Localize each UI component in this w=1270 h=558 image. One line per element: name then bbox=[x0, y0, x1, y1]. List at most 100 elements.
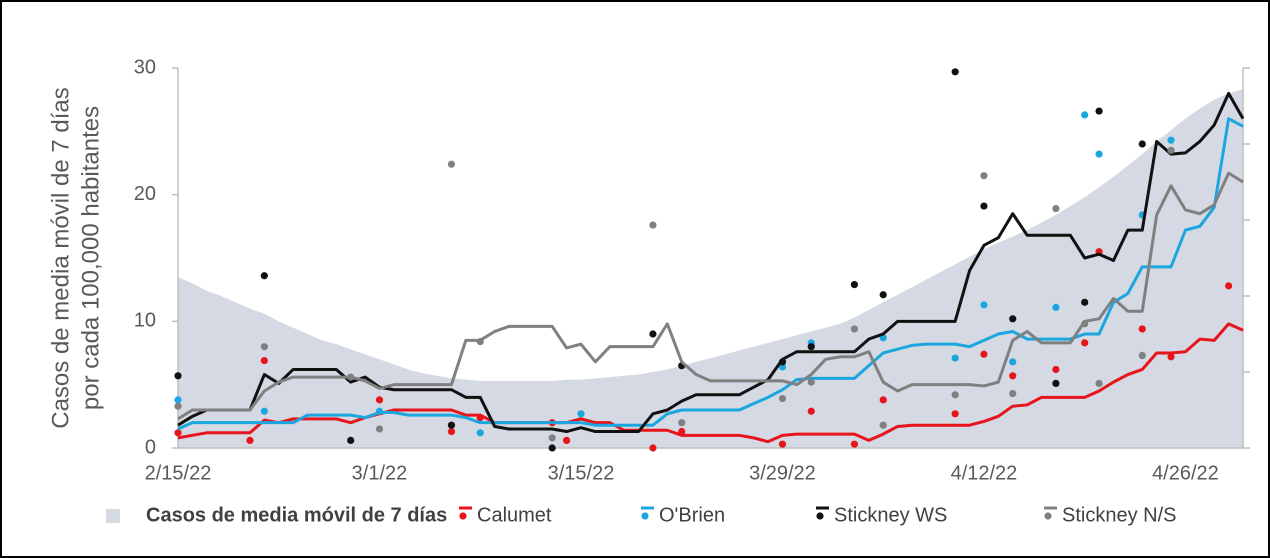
legend-label: O'Brien bbox=[659, 504, 725, 526]
y-tick-label: 30 bbox=[134, 56, 156, 78]
daily-point bbox=[850, 440, 859, 448]
daily-point bbox=[649, 330, 657, 338]
daily-point bbox=[260, 407, 268, 415]
daily-point bbox=[850, 325, 859, 333]
daily-point bbox=[1052, 379, 1060, 387]
daily-point bbox=[879, 291, 887, 299]
series-line bbox=[177, 322, 1244, 444]
y-tick-label: 10 bbox=[134, 310, 156, 332]
daily-point bbox=[577, 410, 585, 418]
daily-point bbox=[1009, 315, 1017, 323]
daily-point bbox=[375, 407, 384, 415]
daily-point bbox=[1095, 107, 1103, 115]
daily-point bbox=[447, 427, 456, 436]
daily-point bbox=[246, 436, 254, 444]
daily-point bbox=[1081, 111, 1089, 119]
daily-point bbox=[476, 429, 484, 437]
y-axis-title-line: por cada 100,000 habitantes bbox=[77, 106, 104, 410]
daily-point bbox=[951, 68, 959, 76]
daily-point bbox=[850, 281, 859, 289]
x-tick-label: 4/26/22 bbox=[1152, 462, 1219, 484]
daily-point bbox=[649, 221, 657, 229]
y-axis-title: Casos de media móvil de 7 días por cada … bbox=[47, 87, 104, 429]
legend-label: Calumet bbox=[477, 504, 552, 526]
daily-point bbox=[879, 421, 887, 429]
daily-point bbox=[1167, 136, 1175, 144]
daily-point bbox=[347, 373, 355, 381]
daily-point bbox=[1167, 353, 1175, 361]
daily-point bbox=[1225, 282, 1233, 290]
daily-point bbox=[1081, 339, 1089, 347]
y-tick-label: 20 bbox=[134, 183, 156, 205]
y-tick-label: 0 bbox=[145, 436, 156, 458]
daily-point bbox=[807, 407, 815, 415]
daily-point bbox=[562, 436, 571, 444]
daily-point bbox=[1081, 298, 1089, 306]
daily-point bbox=[649, 444, 657, 452]
series-line bbox=[177, 171, 1244, 421]
daily-point bbox=[476, 338, 484, 346]
legend-label: Stickney WS bbox=[834, 504, 947, 526]
daily-point bbox=[778, 395, 787, 403]
daily-point bbox=[1095, 150, 1103, 158]
x-tick-label: 4/12/22 bbox=[951, 462, 1018, 484]
daily-point bbox=[174, 396, 182, 404]
legend-dot bbox=[641, 512, 649, 520]
legend-swatch bbox=[106, 509, 120, 523]
daily-point bbox=[807, 378, 815, 386]
daily-point bbox=[980, 172, 988, 180]
daily-point bbox=[951, 410, 959, 418]
daily-point bbox=[678, 427, 686, 436]
daily-point bbox=[1009, 372, 1017, 380]
daily-point bbox=[980, 301, 988, 309]
daily-point bbox=[548, 444, 556, 452]
x-tick-label: 3/15/22 bbox=[548, 462, 615, 484]
daily-point bbox=[1052, 365, 1060, 374]
daily-point bbox=[778, 363, 787, 371]
daily-point bbox=[447, 421, 456, 429]
daily-point bbox=[879, 396, 887, 404]
daily-point bbox=[980, 202, 988, 210]
daily-point bbox=[678, 419, 686, 427]
daily-point bbox=[260, 272, 268, 280]
daily-point bbox=[951, 354, 959, 362]
daily-point bbox=[347, 436, 355, 444]
legend-label: Casos de media móvil de 7 días bbox=[146, 504, 447, 526]
series-line bbox=[177, 91, 1245, 434]
daily-point bbox=[1138, 351, 1146, 360]
daily-point bbox=[778, 440, 787, 448]
daily-point bbox=[1052, 205, 1060, 213]
daily-point bbox=[1009, 358, 1017, 366]
x-tick-label: 2/15/22 bbox=[145, 462, 212, 484]
legend-label: Stickney N/S bbox=[1062, 504, 1176, 526]
daily-point bbox=[980, 350, 988, 358]
daily-point bbox=[807, 343, 815, 351]
daily-point bbox=[1138, 325, 1146, 333]
daily-point bbox=[1081, 320, 1089, 328]
daily-point bbox=[375, 425, 384, 433]
area bbox=[178, 89, 1243, 449]
daily-point bbox=[476, 414, 484, 422]
daily-point bbox=[174, 429, 182, 437]
daily-point bbox=[1052, 303, 1060, 311]
daily-point bbox=[260, 357, 268, 365]
series-line bbox=[177, 117, 1244, 431]
daily-point bbox=[1095, 379, 1103, 387]
daily-point bbox=[375, 396, 384, 404]
daily-point bbox=[778, 358, 787, 366]
x-tick-label: 3/1/22 bbox=[352, 462, 408, 484]
daily-point bbox=[174, 402, 182, 410]
daily-point bbox=[260, 343, 268, 351]
legend-dot bbox=[816, 512, 824, 520]
daily-point bbox=[951, 391, 959, 399]
y-axis-title-line: Casos de media móvil de 7 días bbox=[47, 87, 74, 429]
x-tick-label: 3/29/22 bbox=[749, 462, 816, 484]
daily-point bbox=[174, 372, 182, 380]
daily-point bbox=[1009, 389, 1017, 398]
daily-point bbox=[1138, 140, 1146, 148]
daily-point bbox=[447, 160, 456, 168]
daily-point bbox=[1167, 146, 1175, 154]
legend-dot bbox=[459, 512, 467, 520]
legend-dot bbox=[1044, 512, 1052, 520]
